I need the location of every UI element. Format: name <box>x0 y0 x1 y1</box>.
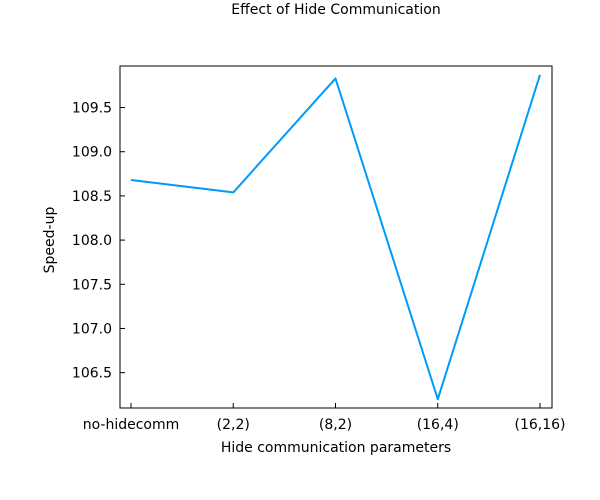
y-tick-label: 107.0 <box>72 321 112 337</box>
x-tick-label: (16,4) <box>417 417 459 433</box>
y-tick-label: 107.5 <box>72 277 112 293</box>
y-tick-label: 109.5 <box>72 101 112 117</box>
data-point <box>232 191 234 193</box>
y-tick-label: 108.5 <box>72 189 112 205</box>
chart-title: Effect of Hide Communication <box>231 2 440 18</box>
y-axis: 106.5 107.0 107.5 108.0 108.5 109.0 109.5 <box>72 101 125 382</box>
y-axis-label: Speed-up <box>42 207 58 274</box>
series-line <box>130 74 541 401</box>
series-layer <box>130 74 541 401</box>
plot-frame <box>119 65 553 409</box>
x-tick-label: no-hidecomm <box>83 417 180 433</box>
y-tick-label: 108.0 <box>72 233 112 249</box>
y-tick-label: 106.5 <box>72 366 112 382</box>
data-point <box>539 74 541 76</box>
x-tick-label: (8,2) <box>319 417 352 433</box>
data-point <box>437 398 439 400</box>
x-tick-label: (2,2) <box>217 417 250 433</box>
x-axis-label: Hide communication parameters <box>221 440 451 456</box>
data-point <box>335 77 337 79</box>
data-point <box>130 179 132 181</box>
x-tick-label: (16,16) <box>514 417 565 433</box>
y-tick-label: 109.0 <box>72 145 112 161</box>
x-axis: no-hidecomm (2,2) (8,2) (16,4) (16,16) <box>83 403 566 433</box>
